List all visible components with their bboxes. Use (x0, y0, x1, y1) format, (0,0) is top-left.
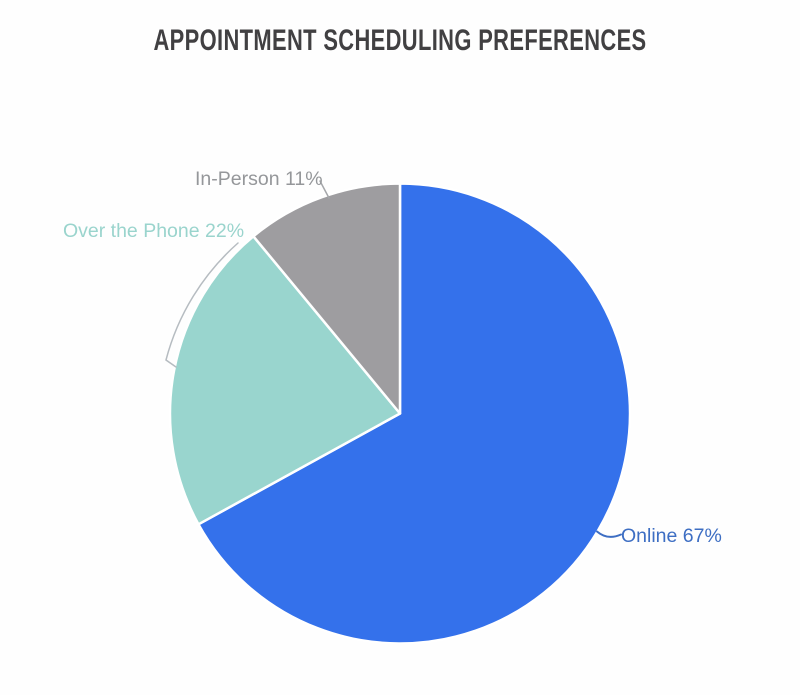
pie-slice-online[interactable] (197, 182, 632, 645)
pie-slice-in-person[interactable] (252, 182, 402, 415)
chart-title: APPOINTMENT SCHEDULING PREFERENCES (153, 24, 647, 57)
leader-line-in-person (319, 180, 330, 199)
pie-slice-over-the-phone[interactable] (168, 235, 402, 526)
leader-line-online (596, 530, 622, 538)
leader-line-over-the-phone (165, 242, 239, 368)
slice-label-over-the-phone: Over the Phone 22% (63, 220, 245, 242)
slice-label-online: Online 67% (621, 525, 722, 547)
slice-label-in-person: In-Person 11% (195, 168, 323, 190)
